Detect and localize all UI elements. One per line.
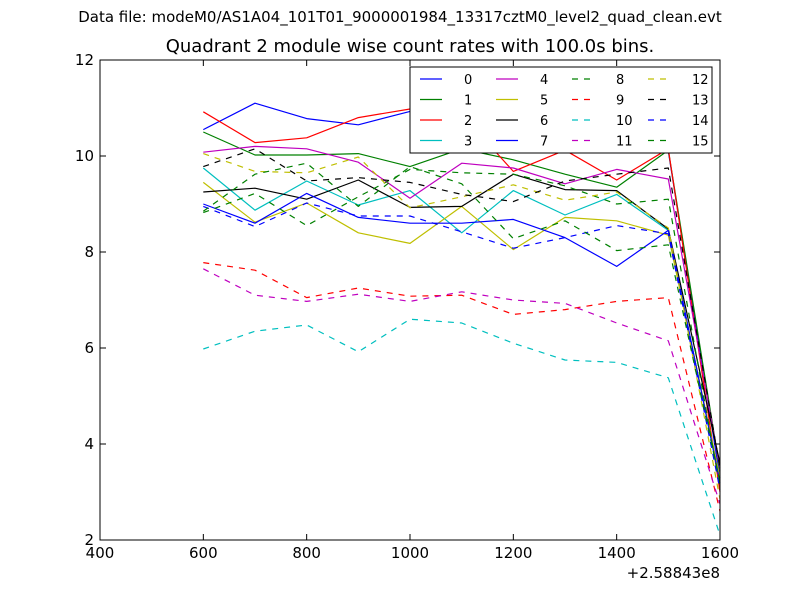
series-line-10 [203, 318, 721, 536]
x-tick-label: 1000 [391, 544, 429, 562]
legend-label-6: 6 [540, 114, 548, 129]
series-line-6 [203, 173, 721, 464]
series-line-9 [203, 262, 721, 512]
legend-box [409, 66, 713, 154]
legend-label-14: 14 [692, 114, 709, 129]
y-tick-label: 8 [84, 243, 94, 261]
series-line-11 [203, 268, 721, 505]
legend-label-4: 4 [540, 73, 548, 88]
legend-label-2: 2 [464, 114, 472, 129]
x-offset-label: +2.58843e8 [627, 564, 720, 582]
legend-label-8: 8 [616, 73, 624, 88]
y-tick-label: 10 [75, 147, 94, 165]
legend-label-9: 9 [616, 94, 624, 109]
figure-suptitle: Data file: modeM0/AS1A04_101T01_90000019… [78, 8, 722, 26]
x-tick-label: 600 [189, 544, 218, 562]
y-tick-label: 6 [84, 339, 94, 357]
series-line-3 [202, 167, 721, 483]
legend-label-7: 7 [540, 135, 548, 150]
x-tick-label: 400 [86, 544, 115, 562]
chart-title: Quadrant 2 module wise count rates with … [165, 36, 655, 57]
legend-label-11: 11 [616, 135, 633, 150]
legend-label-15: 15 [692, 135, 709, 150]
series-line-7 [203, 192, 721, 483]
series-line-13 [203, 148, 721, 469]
plot-frame [99, 59, 721, 541]
x-tick-label: 1400 [598, 544, 636, 562]
legend-label-0: 0 [464, 73, 472, 88]
legend-label-10: 10 [616, 114, 633, 129]
legend-label-3: 3 [464, 135, 472, 150]
x-tick-label: 1600 [701, 544, 739, 562]
series-layer [202, 102, 721, 536]
legend-label-5: 5 [540, 94, 548, 109]
series-line-15 [202, 162, 721, 483]
legend-label-13: 13 [692, 94, 709, 109]
x-tick-label: 800 [292, 544, 321, 562]
x-tick-label: 1200 [494, 544, 532, 562]
series-line-12 [203, 153, 721, 500]
legend-label-12: 12 [692, 73, 709, 88]
y-tick-label: 12 [75, 51, 94, 69]
y-tick-label: 4 [84, 435, 94, 453]
y-tick-label: 2 [84, 531, 94, 549]
legend-label-1: 1 [464, 94, 472, 109]
series-line-14 [203, 202, 721, 490]
